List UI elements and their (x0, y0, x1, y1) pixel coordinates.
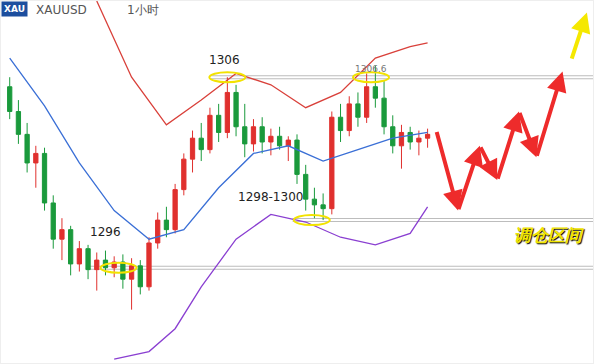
svg-text:XAUUSD: XAUUSD (36, 3, 87, 17)
svg-text:1306: 1306 (209, 53, 240, 67)
svg-text:1306.6: 1306.6 (355, 64, 387, 74)
svg-text:1小时: 1小时 (127, 3, 159, 17)
svg-text:调仓区间: 调仓区间 (514, 225, 584, 245)
svg-text:XAU: XAU (4, 4, 25, 14)
svg-text:1296: 1296 (90, 225, 121, 239)
svg-text:1298-1300: 1298-1300 (238, 190, 303, 204)
